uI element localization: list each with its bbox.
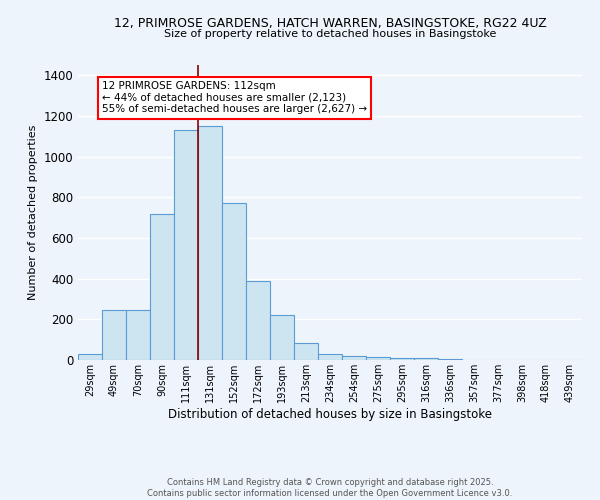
Bar [222, 204, 246, 360]
Bar [414, 358, 438, 360]
Bar [438, 359, 462, 360]
Text: Contains HM Land Registry data © Crown copyright and database right 2025.
Contai: Contains HM Land Registry data © Crown c… [148, 478, 512, 498]
Bar [390, 358, 414, 360]
Text: 12, PRIMROSE GARDENS, HATCH WARREN, BASINGSTOKE, RG22 4UZ: 12, PRIMROSE GARDENS, HATCH WARREN, BASI… [113, 18, 547, 30]
Bar [174, 130, 198, 360]
X-axis label: Distribution of detached houses by size in Basingstoke: Distribution of detached houses by size … [168, 408, 492, 421]
Bar [318, 354, 342, 360]
Bar [366, 357, 390, 360]
Bar [342, 356, 366, 360]
Bar [270, 315, 294, 360]
Bar [294, 342, 318, 360]
Bar [246, 280, 270, 360]
Bar [150, 214, 174, 360]
Bar [198, 126, 222, 360]
Bar [102, 310, 126, 360]
Text: Size of property relative to detached houses in Basingstoke: Size of property relative to detached ho… [164, 29, 496, 39]
Text: 12 PRIMROSE GARDENS: 112sqm
← 44% of detached houses are smaller (2,123)
55% of : 12 PRIMROSE GARDENS: 112sqm ← 44% of det… [102, 82, 367, 114]
Bar [126, 310, 150, 360]
Y-axis label: Number of detached properties: Number of detached properties [28, 125, 38, 300]
Bar [78, 354, 102, 360]
